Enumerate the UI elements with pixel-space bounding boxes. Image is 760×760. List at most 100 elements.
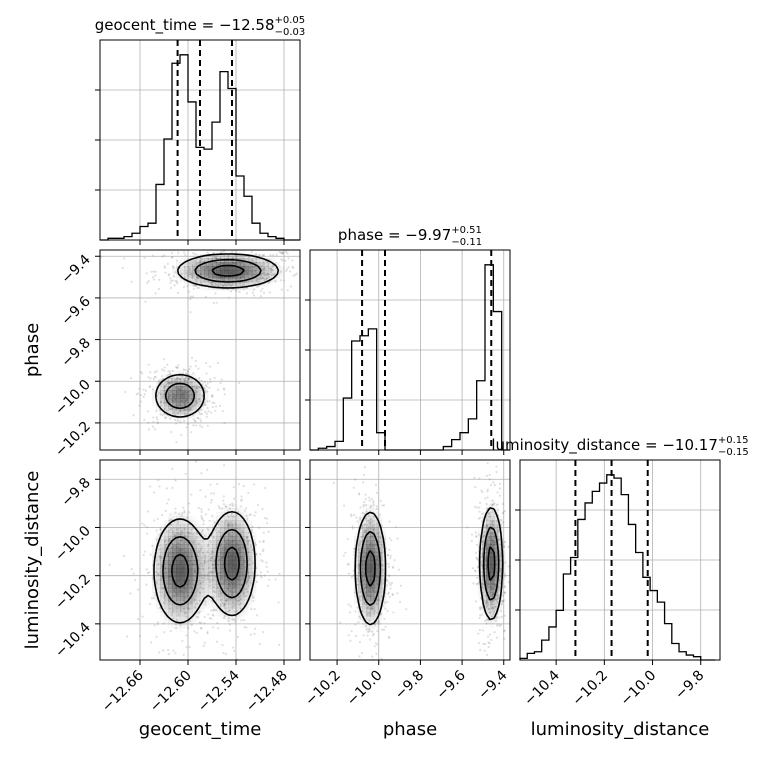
density-cell	[216, 596, 221, 601]
sample-point	[240, 541, 243, 544]
density-cell	[220, 592, 225, 597]
density-cell	[362, 572, 367, 577]
sample-point	[192, 251, 195, 255]
sample-point	[476, 576, 479, 579]
sample-point	[485, 474, 488, 477]
density-cell	[212, 564, 217, 569]
density-cell	[362, 604, 367, 609]
sample-point	[374, 642, 377, 645]
density-cell	[200, 584, 205, 589]
sample-point	[373, 609, 377, 612]
density-cell	[208, 548, 213, 553]
density-cell	[212, 532, 217, 537]
density-cell	[370, 620, 375, 625]
density-cell	[208, 274, 213, 279]
sample-point	[172, 265, 175, 268]
sample-point	[390, 539, 393, 542]
sample-point	[206, 407, 209, 410]
density-cell	[232, 620, 236, 624]
density-cell	[240, 282, 245, 287]
sample-point	[151, 544, 154, 548]
density-cell	[252, 556, 257, 561]
contour-line	[364, 546, 496, 587]
density-cell	[232, 262, 237, 267]
density-cell	[164, 568, 169, 573]
sample-point	[504, 574, 507, 577]
density-cell	[196, 616, 200, 620]
density-cell	[482, 592, 487, 597]
sample-point	[174, 271, 177, 274]
sample-point	[373, 612, 376, 615]
density-cell	[236, 520, 241, 525]
density-cell	[164, 572, 169, 577]
density-cell	[374, 532, 379, 537]
sample-point	[381, 564, 384, 567]
sample-point	[262, 267, 266, 270]
density-cell	[156, 536, 161, 541]
density-cell	[184, 540, 189, 545]
sample-point	[193, 284, 196, 287]
density-cell	[176, 588, 181, 593]
sample-point	[229, 290, 233, 293]
density-cell	[176, 568, 181, 573]
sample-point	[216, 284, 220, 288]
density-cell	[184, 592, 189, 597]
density-cell	[188, 398, 193, 403]
sample-point	[227, 524, 231, 527]
sample-point	[232, 515, 235, 518]
density-cell	[168, 524, 173, 529]
density-cell	[374, 576, 379, 581]
density-cell	[156, 604, 161, 609]
density-cell	[172, 406, 177, 411]
sample-point	[169, 417, 172, 421]
title-minus: −0.15	[718, 447, 749, 458]
x-tick-label: −12.54	[195, 667, 243, 715]
sample-point	[379, 536, 382, 540]
sample-point	[225, 519, 228, 522]
sample-point	[496, 524, 499, 528]
sample-point	[254, 511, 257, 514]
density-cell	[224, 524, 229, 529]
density-cell	[228, 536, 233, 541]
sample-point	[255, 580, 259, 583]
sample-point	[495, 616, 498, 619]
sample-point	[251, 549, 254, 552]
density-cell	[216, 528, 221, 533]
sample-point	[197, 550, 200, 553]
density-cell	[240, 552, 245, 557]
sample-point	[387, 591, 391, 594]
sample-point	[182, 506, 185, 509]
sample-point	[201, 580, 204, 584]
density-cell	[374, 548, 379, 553]
sample-point	[171, 369, 174, 373]
density-cell	[354, 564, 359, 569]
sample-point	[172, 266, 175, 270]
sample-point	[192, 271, 196, 275]
sample-point	[157, 391, 160, 394]
sample-point	[502, 545, 505, 548]
sample-point	[502, 511, 505, 514]
sample-point	[157, 573, 160, 576]
sample-point	[199, 400, 202, 403]
sample-point	[473, 505, 477, 508]
density-cell	[156, 532, 160, 536]
sample-point	[148, 385, 151, 388]
sample-point	[201, 551, 204, 554]
sample-point	[364, 531, 367, 534]
sample-point	[259, 574, 262, 577]
sample-point	[503, 575, 506, 578]
sample-point	[217, 522, 220, 525]
sample-point	[162, 401, 165, 405]
sample-point	[295, 272, 298, 275]
sample-point	[196, 277, 199, 280]
density-cell	[188, 556, 193, 561]
density-cell	[188, 548, 193, 553]
sample-point	[169, 277, 172, 280]
density-cell	[370, 540, 375, 545]
sample-point	[370, 520, 374, 523]
density-cell	[160, 524, 164, 528]
density-cell	[252, 258, 257, 263]
sample-point	[257, 281, 260, 284]
sample-point	[375, 529, 378, 532]
sample-point	[266, 264, 270, 267]
